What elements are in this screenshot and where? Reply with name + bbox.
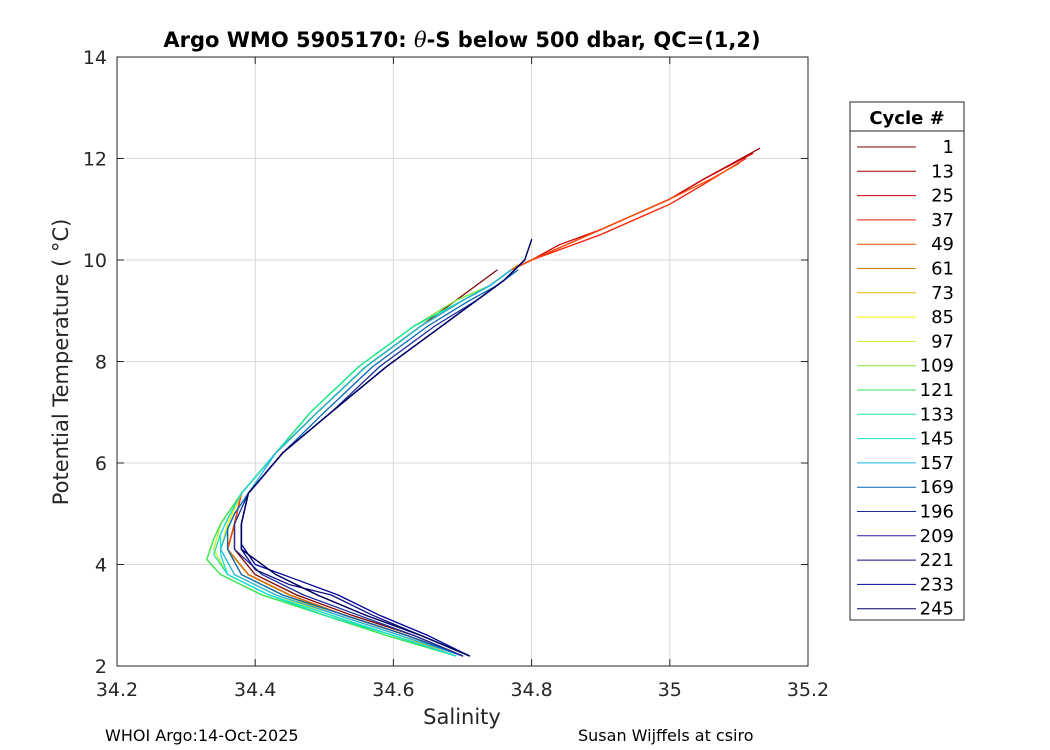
series-line-cycle-245 — [240, 239, 533, 657]
legend-label: 25 — [931, 186, 954, 207]
legend-label: 145 — [920, 429, 954, 450]
x-tick-label: 34.6 — [372, 679, 414, 701]
chart-title-suffix: -S below 500 dbar, QC=(1,2) — [427, 28, 761, 52]
legend-label: 61 — [931, 259, 954, 280]
legend-label: 233 — [920, 574, 954, 595]
legend-label: 13 — [931, 161, 954, 182]
legend-box — [849, 101, 965, 621]
footer-left-credit: WHOI Argo:14-Oct-2025 — [105, 726, 299, 745]
tick-marks — [116, 56, 809, 667]
chart-title-prefix: Argo WMO 5905170: — [163, 28, 414, 52]
series-line-cycle-169 — [226, 269, 519, 657]
legend-label: 133 — [920, 404, 954, 425]
x-tick-label: 34.2 — [96, 679, 138, 701]
y-tick-label: 6 — [95, 453, 107, 475]
legend-label: 85 — [931, 307, 954, 328]
x-axis-label: Salinity — [423, 705, 501, 729]
legend-entries: 1 13 25 37 49 61 73 85 97 109 121 133 145 157 169 196 20… — [857, 137, 954, 620]
legend-label: 73 — [931, 283, 954, 304]
y-tick-label: 4 — [95, 555, 107, 577]
legend-label: 169 — [920, 477, 954, 498]
legend-label: 1 — [943, 137, 954, 158]
legend-label: 37 — [931, 210, 954, 231]
legend-label: 245 — [920, 599, 954, 620]
legend-label: 157 — [920, 453, 954, 474]
y-tick-label: 10 — [83, 250, 107, 272]
legend-label: 109 — [920, 356, 954, 377]
x-tick-label: 34.4 — [234, 679, 276, 701]
legend-title: Cycle # — [869, 108, 944, 129]
y-tick-label: 14 — [83, 47, 107, 69]
y-tick-label: 2 — [95, 656, 107, 678]
legend-label: 97 — [931, 331, 954, 352]
legend-label: 196 — [920, 502, 954, 523]
footer-right-credit: Susan Wijffels at csiro — [578, 726, 754, 745]
legend-label: 221 — [920, 550, 954, 571]
x-tick-label: 34.8 — [510, 679, 552, 701]
chart-title-symbol: θ — [414, 28, 427, 52]
legend-label: 209 — [920, 526, 954, 547]
y-axis-label: Potential Temperature ( °C) — [49, 219, 73, 506]
y-tick-labels: 2 4 6 8 10 12 14 — [83, 47, 107, 678]
x-tick-label: 35.2 — [787, 679, 829, 701]
x-tick-labels: 34.2 34.4 34.6 34.8 35 35.2 — [96, 679, 829, 701]
legend-label: 49 — [931, 234, 954, 255]
series-lines — [206, 147, 761, 657]
legend-label: 121 — [920, 380, 954, 401]
chart-title: Argo WMO 5905170: θ-S below 500 dbar, QC… — [163, 28, 760, 52]
y-tick-label: 8 — [95, 352, 107, 374]
x-tick-label: 35 — [658, 679, 682, 701]
y-tick-label: 12 — [83, 149, 107, 171]
legend: Cycle # 1 13 25 37 49 61 73 85 97 109 121 133 145 157… — [849, 101, 965, 621]
